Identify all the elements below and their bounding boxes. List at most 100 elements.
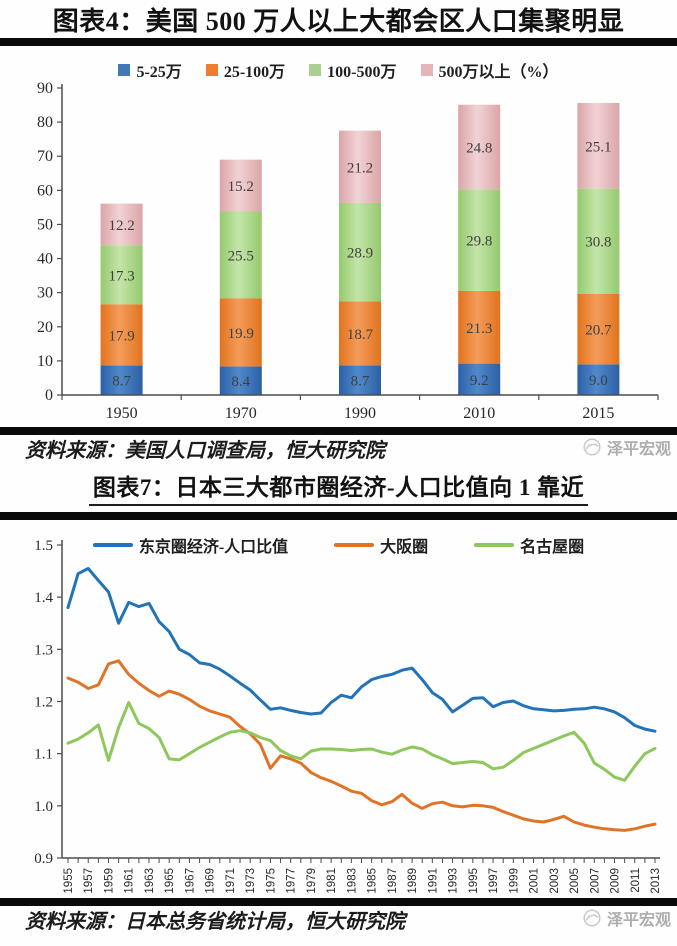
bar-value-label: 21.3: [466, 321, 492, 337]
bar-value-label: 19.9: [228, 326, 254, 342]
x-category-label: 1990: [344, 405, 376, 422]
legend-label: 大阪圈: [380, 539, 429, 556]
x-tick-label: 1985: [367, 868, 379, 894]
bar-value-label: 8.7: [112, 374, 131, 390]
legend-item: 5-25万: [118, 58, 182, 82]
bar-value-label: 18.7: [347, 327, 374, 343]
bar-value-label: 25.5: [228, 248, 254, 264]
legend-swatch-icon: [205, 64, 218, 76]
bar-value-label: 8.7: [351, 374, 370, 390]
divider-bar: [0, 898, 677, 906]
divider-bar: [0, 38, 677, 46]
x-tick-label: 1975: [265, 868, 277, 894]
chart4-title-row: 图表4：美国 500 万人以上大都会区人口集聚明显: [0, 1, 677, 42]
bar-value-label: 20.7: [585, 322, 612, 338]
x-category-label: 2010: [463, 405, 495, 422]
legend-item: 100-500万: [309, 58, 397, 82]
x-tick-label: 2005: [569, 868, 581, 894]
y-tick-label: 80: [37, 114, 53, 131]
bar-value-label: 24.8: [466, 141, 492, 157]
x-tick-label: 1979: [306, 868, 318, 894]
x-tick-label: 1963: [144, 868, 156, 894]
bar-value-label: 9.2: [470, 373, 489, 389]
bar-segment: [339, 301, 381, 366]
x-category-label: 1950: [106, 405, 138, 422]
y-tick-label: 1.1: [34, 747, 53, 763]
bar-value-label: 30.8: [585, 235, 611, 251]
x-tick-label: 1957: [83, 868, 95, 894]
bar-segment: [219, 211, 262, 299]
bar-segment: [219, 298, 262, 367]
legend-line-swatch-icon: [334, 543, 375, 547]
chart4-source: 资料来源：美国人口调查局，恒大研究院: [25, 440, 385, 462]
x-tick-label: 1955: [63, 868, 75, 894]
x-tick-label: 2009: [610, 868, 622, 894]
x-tick-label: 1977: [286, 868, 298, 894]
bar-segment: [219, 366, 262, 395]
bar-segment: [577, 364, 620, 395]
x-tick-label: 1991: [427, 868, 439, 894]
x-tick-label: 1997: [488, 868, 500, 894]
y-tick-label: 30: [37, 285, 53, 302]
x-tick-label: 1981: [326, 868, 338, 894]
legend-item: 东京圈经济-人口比值: [92, 533, 288, 557]
legend-label: 5-25万: [136, 64, 182, 81]
brand-watermark: 泽平宏观: [581, 435, 671, 459]
bar-segment: [458, 104, 501, 190]
bar-value-label: 15.2: [228, 179, 254, 195]
x-tick-label: 1959: [103, 868, 115, 894]
y-tick-label: 50: [37, 216, 53, 233]
y-tick-label: 1.3: [34, 642, 53, 658]
bar-value-label: 29.8: [466, 234, 492, 250]
x-tick-label: 1967: [184, 868, 196, 894]
x-tick-label: 1971: [225, 868, 237, 894]
brand-logo-icon: [583, 909, 601, 927]
bar-value-label: 12.2: [108, 218, 134, 234]
line-chart-canvas: 0.9 1.0 1.1 1.2 1.3 1.4 1.5 1955 1957 1959 1961 196…: [34, 538, 662, 894]
x-category-label: 2015: [582, 405, 614, 422]
line-series: [66, 659, 657, 832]
bar-chart-canvas: 0 10 20 30 40 50 60 70 80 90 8.7 17.9 17.3 12.2 1950 8.…: [37, 80, 659, 422]
legend-label: 100-500万: [327, 64, 397, 81]
bar-segment: [100, 365, 143, 395]
bar-value-label: 21.2: [347, 160, 373, 176]
y-tick-label: 1.4: [34, 590, 53, 606]
y-tick-label: 0.9: [34, 851, 53, 867]
chart7-title-row: 图表7：日本三大都市圈经济-人口比值向 1 靠近: [0, 468, 677, 506]
legend-swatch-icon: [420, 64, 433, 76]
legend-item: 大阪圈: [334, 533, 428, 557]
chart4-source-row: 资料来源：美国人口调查局，恒大研究院 泽平宏观: [0, 433, 677, 470]
bar-segment: [100, 203, 143, 246]
x-tick-label: 1969: [205, 868, 217, 894]
line-series: [66, 567, 657, 733]
line-series: [66, 701, 657, 782]
legend-swatch-icon: [309, 64, 322, 76]
bar-value-label: 25.1: [585, 139, 611, 155]
y-tick-label: 70: [37, 148, 53, 165]
legend-item: 25-100万: [205, 58, 286, 82]
x-tick-label: 2003: [549, 868, 561, 894]
bar-segment: [458, 290, 501, 364]
x-tick-label: 1965: [164, 868, 176, 894]
brand-logo-icon: [583, 438, 601, 456]
legend-swatch-icon: [118, 64, 131, 76]
bar-segment: [458, 363, 501, 395]
x-tick-label: 2011: [630, 868, 642, 893]
chart7-source-row: 资料来源：日本总务省统计局，恒大研究院 泽平宏观: [0, 904, 677, 944]
legend-label: 25-100万: [223, 64, 286, 81]
y-tick-label: 0: [45, 387, 53, 404]
bar-segment: [100, 245, 143, 305]
legend-line-swatch-icon: [92, 543, 133, 547]
brand-watermark-text: 泽平宏观: [606, 912, 671, 929]
bar-segment: [577, 103, 620, 189]
bar-segment: [458, 189, 501, 291]
bar-segment: [219, 159, 262, 212]
x-tick-label: 1961: [124, 868, 136, 894]
divider-bar: [0, 427, 677, 435]
x-tick-label: 1995: [468, 868, 480, 894]
bar-value-label: 17.9: [108, 328, 134, 344]
brand-watermark: 泽平宏观: [581, 906, 671, 930]
x-tick-label: 1983: [346, 868, 358, 894]
y-tick-label: 1.2: [34, 695, 53, 711]
